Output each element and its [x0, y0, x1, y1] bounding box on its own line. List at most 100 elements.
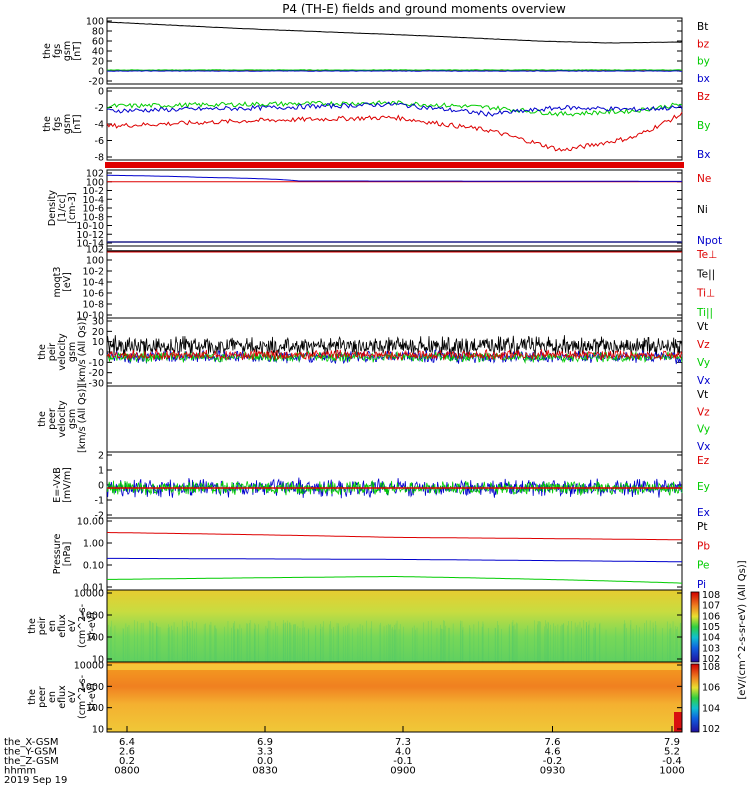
y-tick-label: 100 — [86, 633, 104, 644]
colorbar-tick: 108 — [702, 590, 720, 601]
y-tick-label: 0 — [98, 67, 104, 78]
y-axis-label-line: peir — [47, 343, 58, 362]
colorbar-label: [eV/(cm^2-s-sr-eV) (All Qs)] — [737, 560, 748, 699]
y-tick-label: 10-10 — [76, 221, 104, 232]
y-axis-label: the fgs gsm [nT] — [42, 114, 83, 134]
series-Pi — [106, 576, 682, 584]
y-axis-label-line: en — [47, 691, 58, 703]
y-axis-label: the peir velocity gsm [km/s (All Qs)] — [37, 318, 88, 386]
y-axis-label-line: [km/s (All Qs)] — [77, 385, 88, 453]
panel-peer-vel: the peer velocity gsm [km/s (All Qs)] Vt Vz Vy V… — [37, 385, 710, 453]
y-axis-label: Pressure [nPa] — [52, 534, 73, 575]
legend-bz: Bz — [697, 91, 710, 103]
colorbar-gradient — [690, 663, 700, 733]
panel-frame — [106, 245, 683, 319]
y-tick-label: 100 — [86, 703, 104, 714]
y-axis-label-line: velocity — [57, 400, 68, 438]
y-tick-label: -2 — [95, 103, 104, 114]
x-axis-value: -0.4 — [662, 756, 682, 767]
y-axis-label-line: [nT] — [72, 114, 83, 133]
colorbar-tick: 104 — [702, 633, 720, 644]
y-axis-label: the peer velocity gsm [km/s (All Qs)] — [37, 385, 88, 453]
legend-vt: Vt — [697, 389, 708, 401]
x-axis-value: 0830 — [252, 766, 277, 777]
x-axis-value: 7.3 — [395, 737, 411, 748]
legend-ti: Ti|| — [696, 307, 713, 319]
x-axis-value: 0800 — [114, 766, 139, 777]
y-axis-label-line: [nPa] — [62, 542, 73, 567]
y-axis-label-line: gsm — [62, 41, 73, 61]
y-tick-label: 10 — [92, 725, 104, 736]
colorbar-tick: 105 — [702, 622, 720, 633]
legend-bt: Bt — [697, 21, 708, 33]
y-tick-label: -6 — [95, 136, 104, 147]
x-axis-value: -0.2 — [543, 756, 563, 767]
y-axis-label-line: (cm^2-s- — [77, 675, 88, 719]
y-tick-label: -2 — [95, 511, 104, 522]
y-axis-label: moqt3 [eV] — [52, 267, 73, 298]
legend-ni: Ni — [697, 204, 708, 216]
x-axis-value: 5.2 — [664, 747, 680, 758]
legend-npot: Npot — [697, 235, 722, 247]
y-tick-label: 10 — [92, 655, 104, 666]
y-tick-label: 10-12 — [76, 230, 104, 241]
x-axis-value: 4.0 — [395, 747, 411, 758]
y-tick-label: 0 — [98, 348, 104, 359]
y-tick-label: 10-8 — [82, 212, 104, 223]
legend-by: by — [697, 56, 710, 68]
y-tick-label: 40 — [92, 47, 104, 58]
y-tick-label: 1000 — [80, 682, 104, 693]
y-tick-label: 10000 — [74, 661, 104, 672]
colorbar-gradient — [690, 591, 700, 663]
y-axis-label: the peer en eflux eV (cm^2-s-sr-eV) — [27, 675, 98, 719]
y-tick-label: 0 — [98, 481, 104, 492]
y-tick-label: 10000 — [74, 589, 104, 600]
legend-ex: Ex — [697, 507, 710, 519]
y-axis-label-line: the — [27, 618, 38, 634]
y-tick-label: 1 — [98, 466, 104, 477]
y-axis-label: the peir en eflux eV (cm^2-s-sr-eV) — [27, 604, 98, 648]
y-tick-label: 1000 — [80, 611, 104, 622]
legend-te: Te|| — [696, 268, 715, 280]
y-axis-label-line: [km/s (All Qs)] — [77, 318, 88, 386]
y-tick-label: 0.01 — [83, 583, 104, 594]
legend-pi: Pi — [697, 579, 706, 591]
y-axis-label-line: gsm — [62, 114, 73, 134]
y-axis-label-line: the — [37, 411, 48, 427]
panel-frame — [106, 385, 683, 453]
legend-vx: Vx — [697, 441, 710, 453]
x-axis-value: 0900 — [390, 766, 415, 777]
colorbar-tick: 106 — [702, 611, 720, 622]
y-axis-label-line: the — [27, 689, 38, 705]
colorbar-tick: 102 — [702, 724, 720, 735]
y-axis-label-line: the — [37, 344, 48, 360]
series-Vt — [106, 335, 683, 358]
legend-vt: Vt — [697, 321, 708, 333]
y-axis-label: E=-VxB [mV/m] — [52, 467, 73, 503]
x-axis-value: 6.9 — [257, 737, 273, 748]
y-axis-label-line: peer — [37, 686, 48, 708]
panel-efield: 2 1 0 -1 -2 E=-VxB [mV/m] Ez Ey Ex — [52, 451, 710, 522]
legend-bx: Bx — [697, 149, 710, 161]
y-tick-label: 100 — [86, 256, 104, 267]
series-Pe — [107, 557, 682, 563]
x-axis-value: 7.9 — [664, 737, 680, 748]
y-axis-label-line: [1/cc] — [57, 194, 68, 221]
panel-frame — [106, 17, 683, 85]
y-axis-label-line: moqt3 — [52, 267, 63, 298]
y-tick-label: 10 — [92, 337, 104, 348]
y-tick-label: 0 — [98, 87, 104, 98]
y-axis-label-line: fgs — [52, 117, 63, 131]
colorbar-tick: 102 — [702, 654, 720, 665]
legend-pe: Pe — [697, 560, 709, 572]
y-axis-label: Density [1/cc] [cm-3] — [47, 190, 78, 226]
x-axis-value: 4.6 — [545, 747, 561, 758]
x-axis-value: -0.1 — [393, 756, 413, 767]
y-tick-label: 10-4 — [82, 278, 104, 289]
y-tick-label: 10-10 — [76, 311, 104, 322]
y-axis-label-line: Density — [47, 190, 58, 226]
